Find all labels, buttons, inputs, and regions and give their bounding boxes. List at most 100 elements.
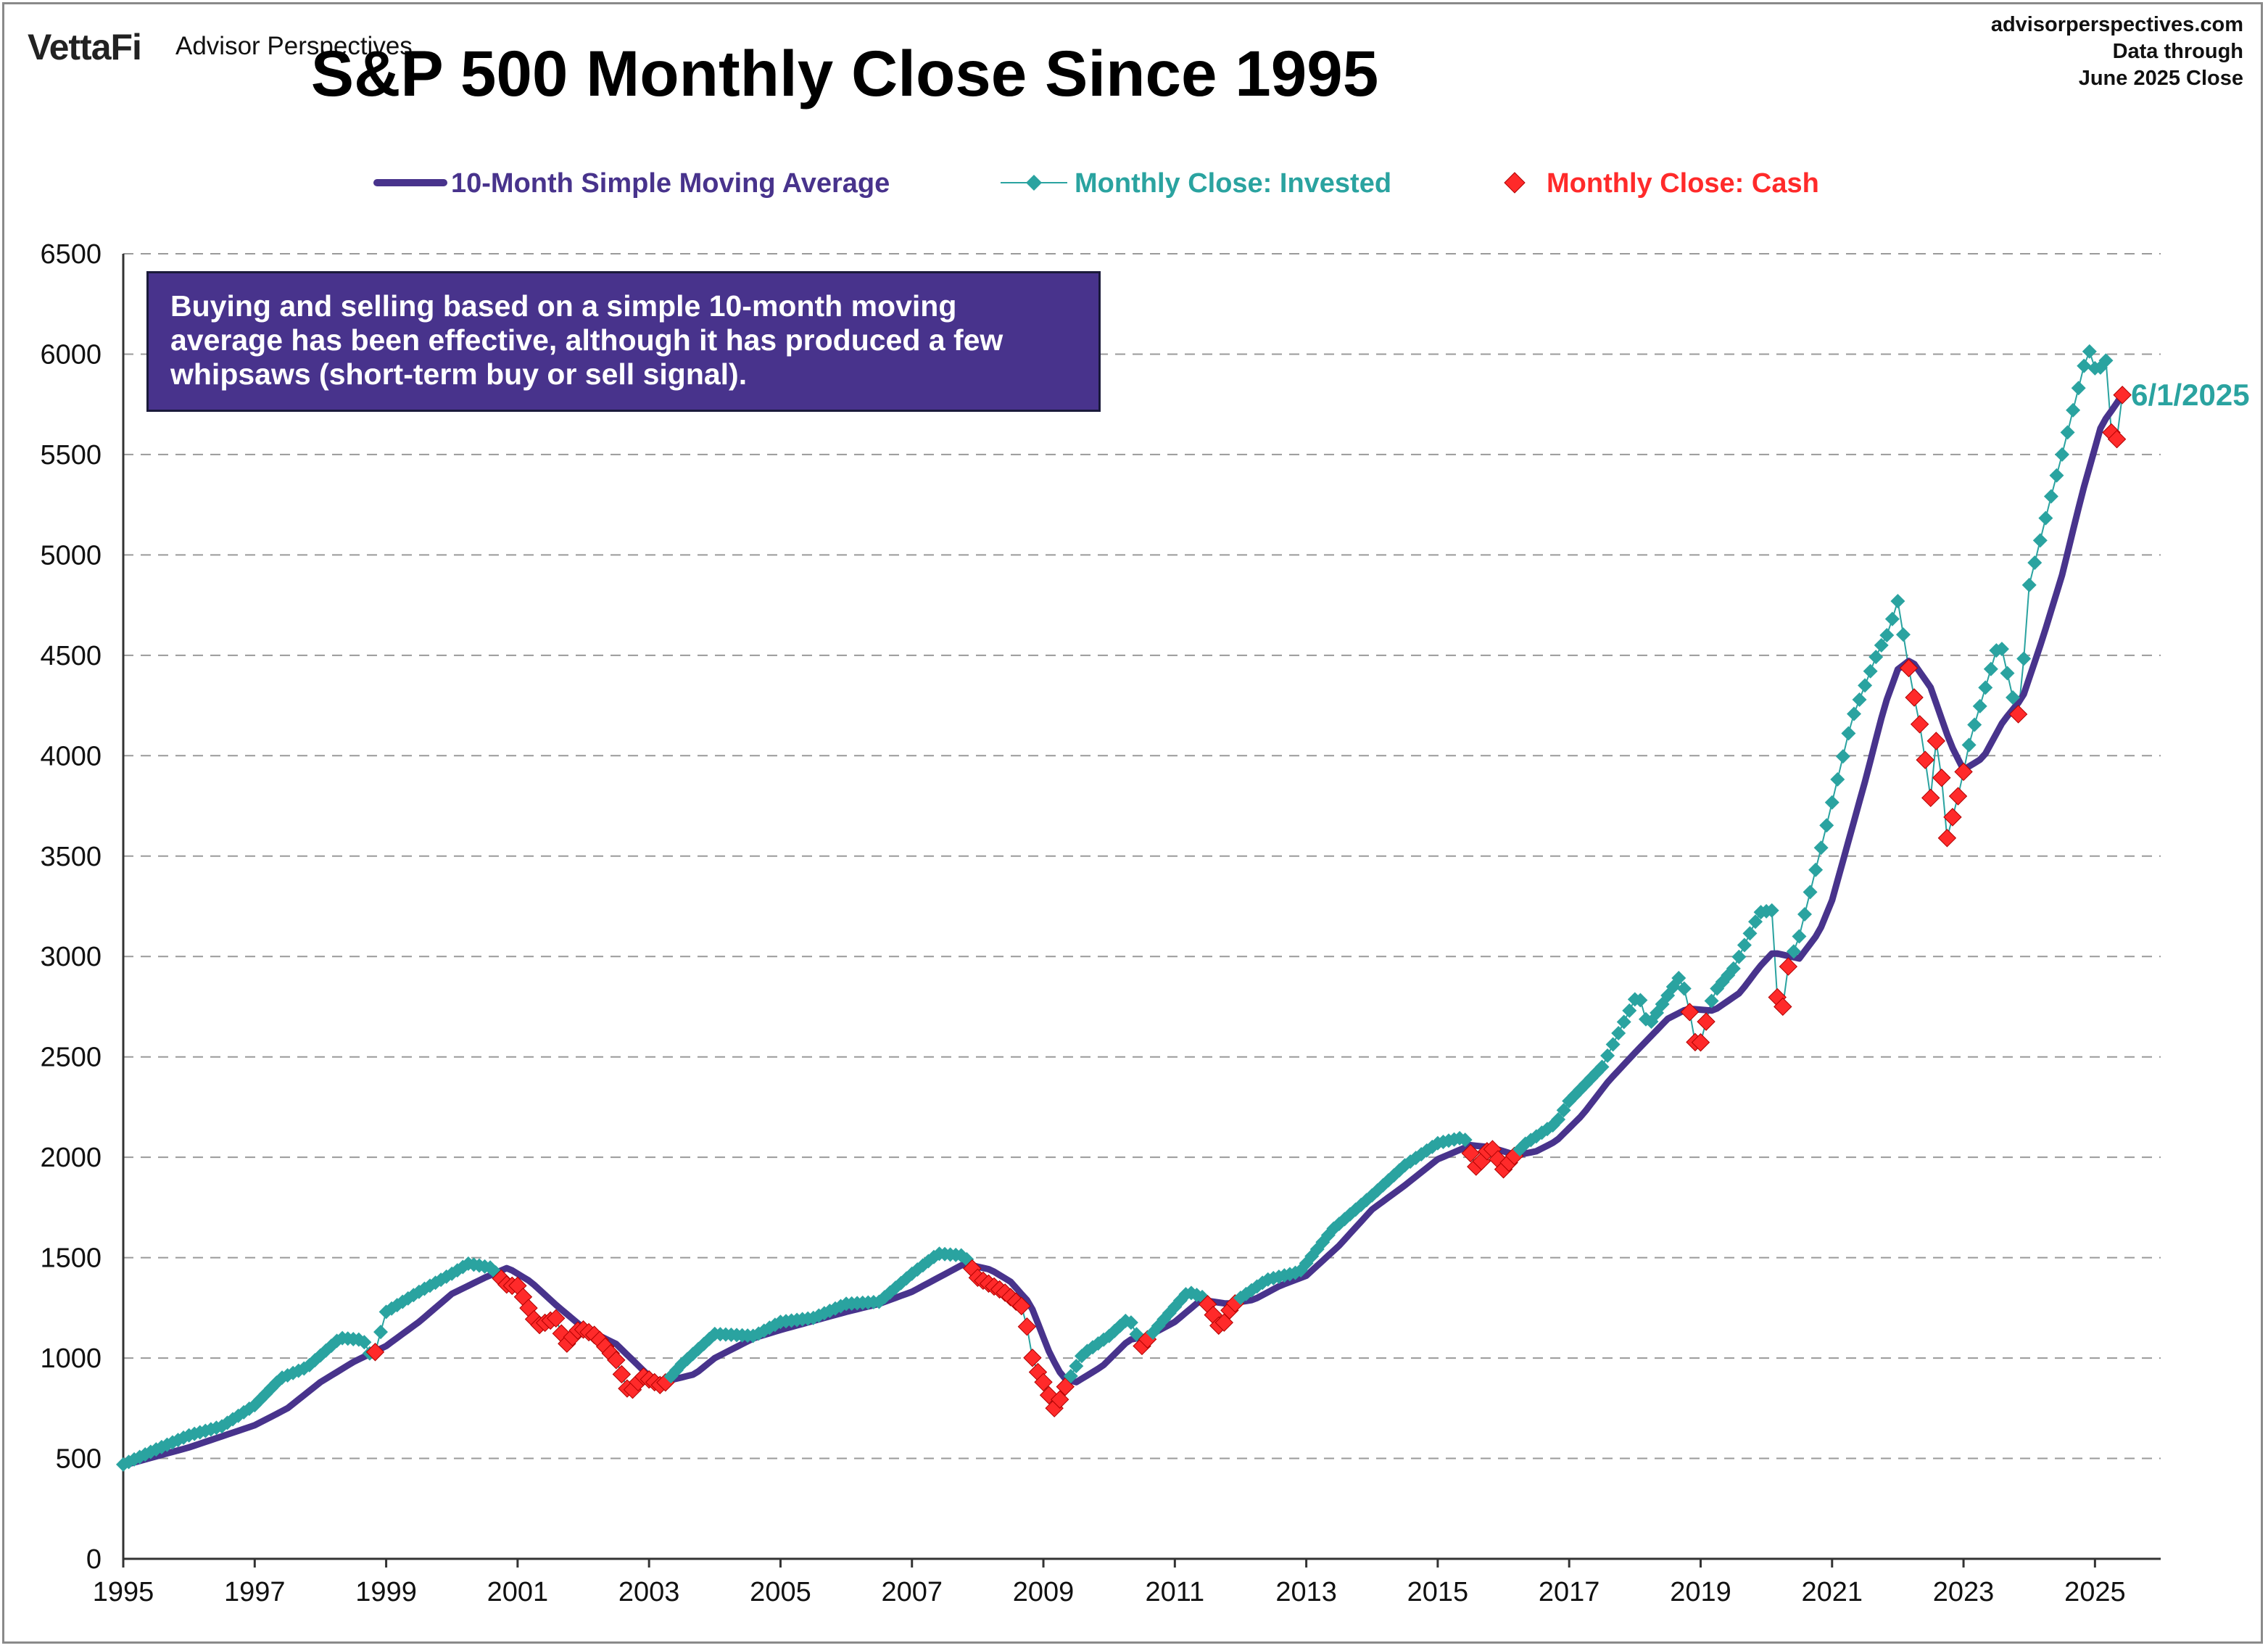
x-tick-label: 2025 [2064, 1577, 2126, 1607]
y-tick-label: 500 [56, 1444, 102, 1475]
invested-marker [1737, 937, 1752, 953]
invested-marker [1803, 885, 1818, 900]
y-tick-label: 1000 [40, 1343, 102, 1374]
cash-marker [1954, 762, 1973, 782]
invested-marker [1633, 993, 1648, 1008]
invested-marker [1742, 926, 1758, 941]
cash-marker [1680, 1003, 1700, 1022]
invested-marker [1605, 1037, 1621, 1052]
invested-marker [1967, 717, 1982, 732]
y-tick-label: 2500 [40, 1043, 102, 1073]
cash-marker [2107, 429, 2127, 449]
x-tick-label: 2013 [1275, 1577, 1337, 1607]
invested-marker [2098, 353, 2114, 368]
invested-marker [373, 1325, 389, 1340]
invested-marker [2060, 425, 2075, 440]
source-site: advisorperspectives.com [1990, 13, 2243, 36]
invested-marker [1824, 795, 1839, 810]
invested-marker [1830, 771, 1845, 787]
invested-marker [1594, 1059, 1610, 1074]
cash-marker [1905, 688, 1924, 707]
cash-marker [1691, 1033, 1710, 1052]
cash-marker [1039, 1386, 1059, 1404]
invested-marker [2082, 344, 2097, 359]
invested-marker [2049, 468, 2064, 483]
invested-marker [1978, 680, 1993, 695]
invested-close-line [123, 349, 2124, 1465]
invested-marker [1835, 749, 1850, 764]
x-tick-label: 2021 [1802, 1577, 1863, 1607]
legend-invested-marker [1026, 175, 1042, 191]
cash-marker [607, 1351, 626, 1370]
invested-marker [1874, 638, 1889, 653]
invested-marker [2077, 358, 2092, 373]
invested-marker [1863, 663, 1878, 679]
invested-marker [2038, 510, 2053, 526]
invested-marker [1961, 737, 1977, 753]
invested-marker [1819, 818, 1834, 833]
invested-marker [1457, 1133, 1473, 1148]
cash-marker [1034, 1372, 1053, 1392]
invested-marker [2066, 402, 2081, 418]
x-tick-label: 2003 [618, 1577, 680, 1607]
x-tick-label: 2011 [1145, 1577, 1204, 1607]
cash-marker [1056, 1377, 1075, 1396]
invested-marker [1069, 1359, 1084, 1374]
x-tick-label: 2023 [1933, 1577, 1995, 1607]
invested-marker [1884, 611, 1900, 626]
invested-marker [1731, 949, 1747, 964]
y-tick-label: 2000 [40, 1143, 102, 1173]
cash-marker [1050, 1390, 1069, 1409]
invested-marker [2032, 533, 2048, 548]
invested-marker [1858, 678, 1873, 693]
cash-marker [1948, 787, 1968, 806]
x-tick-label: 1995 [93, 1577, 154, 1607]
invested-marker [1813, 840, 1829, 856]
invested-marker [2055, 447, 2070, 462]
x-tick-label: 1999 [355, 1577, 417, 1607]
invested-marker [1600, 1048, 1615, 1064]
y-tick-label: 5000 [40, 540, 102, 571]
invested-marker [1726, 961, 1741, 976]
cash-marker [1779, 957, 1798, 976]
cash-marker [1921, 788, 1940, 808]
y-tick-label: 4000 [40, 741, 102, 771]
cash-marker [2008, 705, 2028, 724]
legend-cash-marker [1504, 172, 1526, 194]
invested-marker [1123, 1315, 1138, 1330]
invested-marker [2006, 690, 2021, 705]
x-tick-label: 2005 [750, 1577, 811, 1607]
cash-marker [1774, 997, 1792, 1016]
x-tick-label: 2017 [1539, 1577, 1600, 1607]
invested-marker [2027, 555, 2043, 571]
invested-marker [2016, 651, 2032, 666]
invested-marker [1671, 970, 1686, 985]
legend-label: 10-Month Simple Moving Average [451, 168, 890, 199]
invested-marker [357, 1335, 372, 1350]
cash-marker [612, 1365, 632, 1384]
y-tick-label: 6500 [40, 239, 102, 270]
invested-marker [1551, 1112, 1566, 1127]
x-tick-label: 2009 [1013, 1577, 1075, 1607]
x-tick-label: 2001 [487, 1577, 549, 1607]
invested-marker [1994, 642, 2009, 657]
invested-marker [1748, 914, 1763, 929]
y-tick-label: 6000 [40, 339, 102, 370]
brand-name: Advisor Perspectives [175, 32, 413, 60]
invested-marker [1611, 1025, 1626, 1040]
invested-marker [1616, 1014, 1631, 1030]
cash-marker [1926, 732, 1946, 750]
cash-marker [1214, 1313, 1234, 1332]
cash-marker [1916, 750, 1934, 769]
sma-10-month-line [122, 392, 2125, 1469]
cash-marker [1932, 769, 1951, 787]
invested-marker [1852, 692, 1867, 707]
x-tick-label: 1997 [224, 1577, 286, 1607]
cash-marker [1461, 1143, 1480, 1163]
invested-marker [1063, 1369, 1078, 1383]
invested-marker [1786, 944, 1801, 959]
invested-marker [2021, 577, 2037, 592]
invested-marker [1797, 906, 1813, 922]
cash-marker [2113, 386, 2132, 405]
